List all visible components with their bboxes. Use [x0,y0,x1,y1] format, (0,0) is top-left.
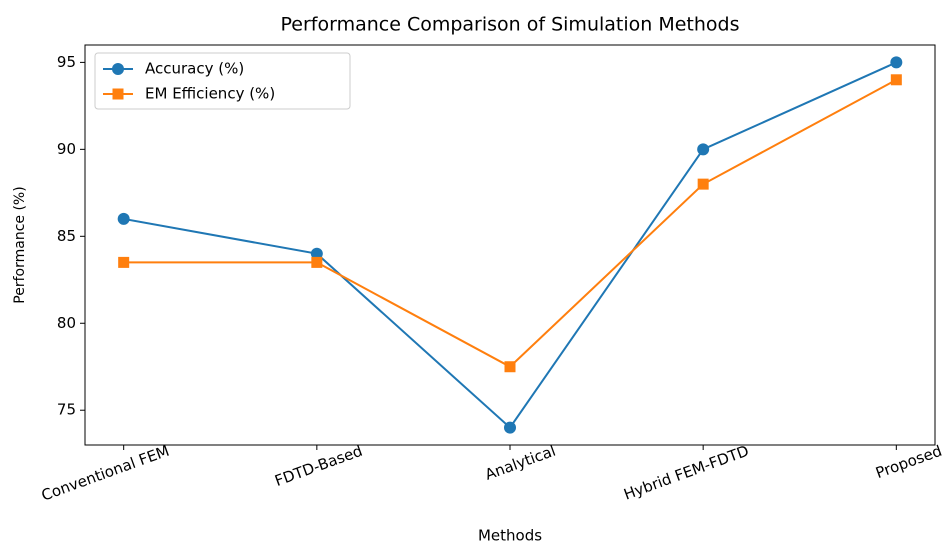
marker [890,56,903,69]
series-line [123,61,897,430]
x-tick-label: Conventional FEM [39,442,172,505]
y-tick-label: 75 [57,401,76,419]
marker [697,178,709,190]
marker [890,74,902,86]
legend-label: EM Efficiency (%) [145,85,275,103]
y-axis-label: Performance (%) [12,186,28,303]
marker [112,63,124,75]
marker [311,256,323,268]
marker [112,88,124,100]
legend-label: Accuracy (%) [145,60,244,78]
y-tick-label: 80 [57,314,76,332]
marker [504,361,516,373]
legend-box [94,52,351,110]
marker [504,421,516,434]
x-tick-label: FDTD-Based [272,442,364,490]
chart-title: Performance Comparison of Simulation Met… [281,14,740,36]
marker [118,256,130,268]
y-tick-label: 90 [57,140,76,158]
x-tick-label: Proposed [873,442,944,483]
x-axis-label: Methods [478,527,542,545]
marker [117,212,130,225]
x-tick-label: Analytical [483,442,558,484]
marker [310,247,323,260]
series-line [123,78,897,368]
marker [697,143,710,156]
y-tick-label: 85 [57,227,76,245]
x-tick-label: Hybrid FEM-FDTD [621,442,751,504]
y-tick-label: 95 [57,53,76,71]
